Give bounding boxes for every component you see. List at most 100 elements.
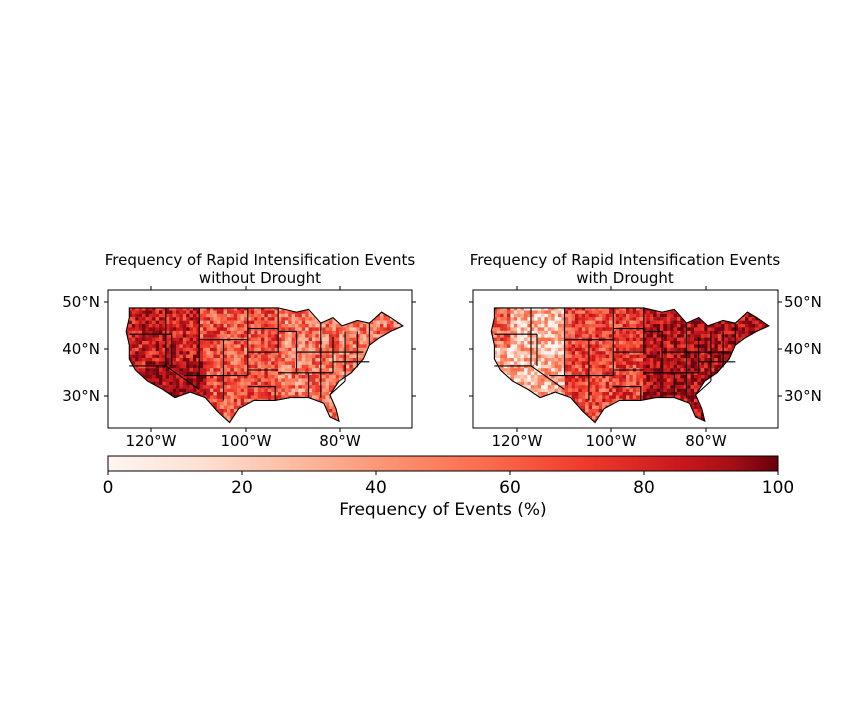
- map-cell: [285, 300, 289, 304]
- map-cell: [278, 300, 282, 304]
- map-cell: [623, 290, 627, 294]
- map-cell: [257, 354, 262, 359]
- map-cell: [585, 297, 589, 301]
- map-cell: [298, 344, 302, 348]
- map-cell: [292, 300, 296, 304]
- map-cell: [708, 300, 712, 304]
- map-cell: [220, 412, 224, 416]
- map-cell: [755, 320, 759, 325]
- map-cell: [288, 290, 292, 294]
- map-cell: [305, 398, 309, 403]
- map-cell: [322, 398, 326, 403]
- map-cell: [196, 358, 200, 362]
- map-cell: [551, 293, 555, 297]
- map-cell: [295, 419, 299, 423]
- map-cell: [735, 293, 739, 297]
- map-cell: [541, 307, 545, 311]
- map-cell: [196, 423, 200, 427]
- map-cell: [302, 297, 306, 301]
- map-cell: [148, 324, 153, 328]
- map-cell: [612, 293, 616, 297]
- map-cell: [694, 300, 698, 304]
- map-cell: [301, 313, 306, 318]
- map-cell: [108, 385, 112, 389]
- map-cell: [373, 375, 377, 379]
- map-cell: [376, 320, 381, 325]
- map-cell: [363, 344, 367, 348]
- map-cell: [503, 317, 508, 321]
- map-cell: [407, 378, 411, 382]
- map-cell: [176, 371, 180, 376]
- map-cell: [108, 293, 112, 297]
- map-cell: [111, 389, 115, 393]
- map-cell: [220, 304, 224, 308]
- map-cell: [193, 317, 197, 321]
- map-cell: [142, 347, 146, 352]
- map-cell: [206, 392, 211, 396]
- map-cell: [687, 304, 691, 308]
- map-cell: [524, 297, 528, 301]
- map-cell: [292, 290, 296, 294]
- map-cell: [305, 423, 309, 427]
- map-cell: [261, 347, 265, 352]
- map-cell: [186, 375, 190, 379]
- map-cell: [291, 337, 296, 342]
- map-cell: [108, 416, 112, 420]
- map-cell: [335, 392, 340, 396]
- map-cell: [131, 337, 136, 342]
- map-cell: [118, 300, 122, 304]
- map-cell: [623, 300, 627, 304]
- map-frame: [107, 289, 413, 429]
- map-cell: [315, 361, 319, 365]
- map-cell: [404, 344, 408, 348]
- map-cell: [363, 300, 367, 304]
- map-cell: [145, 293, 149, 297]
- map-cell: [322, 361, 326, 365]
- lon-axis: 120°W 100°W 80°W: [126, 286, 361, 450]
- map-cell: [352, 334, 357, 338]
- map-cell: [216, 371, 221, 376]
- map-cell: [626, 310, 630, 314]
- map-cell: [250, 351, 255, 355]
- map-cell: [561, 324, 565, 328]
- map-cell: [291, 324, 296, 328]
- map-cell: [755, 317, 759, 321]
- map-cell: [731, 297, 735, 301]
- map-cell: [759, 304, 763, 308]
- map-cell: [213, 378, 217, 382]
- map-cell: [257, 313, 262, 318]
- map-cell: [643, 317, 647, 321]
- map-cell: [115, 321, 119, 325]
- map-cell: [711, 330, 715, 335]
- map-cell: [380, 307, 384, 311]
- map-cell: [349, 388, 353, 393]
- map-cell: [142, 381, 146, 386]
- map-cell: [335, 395, 340, 399]
- map-cell: [315, 388, 319, 393]
- map-cell: [145, 341, 149, 345]
- map-cell: [196, 378, 200, 382]
- map-cell: [312, 358, 316, 362]
- map-cell: [257, 344, 262, 348]
- map-cell: [376, 415, 381, 420]
- map-cell: [363, 419, 367, 423]
- map-cell: [504, 297, 508, 301]
- map-cell: [207, 423, 211, 427]
- map-cell: [122, 389, 126, 393]
- map-cell: [585, 304, 589, 308]
- map-cell: [322, 351, 326, 355]
- map-cell: [278, 412, 282, 416]
- map-cell: [199, 415, 204, 420]
- map-cell: [152, 313, 156, 318]
- map-cell: [380, 419, 384, 423]
- map-cell: [513, 313, 518, 318]
- map-cell: [159, 304, 163, 308]
- map-cell: [288, 334, 292, 338]
- map-cell: [271, 327, 275, 331]
- map-cell: [734, 327, 739, 331]
- map-cell: [335, 351, 340, 355]
- map-cell: [162, 354, 166, 359]
- map-cell: [629, 320, 633, 325]
- map-cell: [233, 388, 238, 393]
- map-cell: [592, 313, 596, 318]
